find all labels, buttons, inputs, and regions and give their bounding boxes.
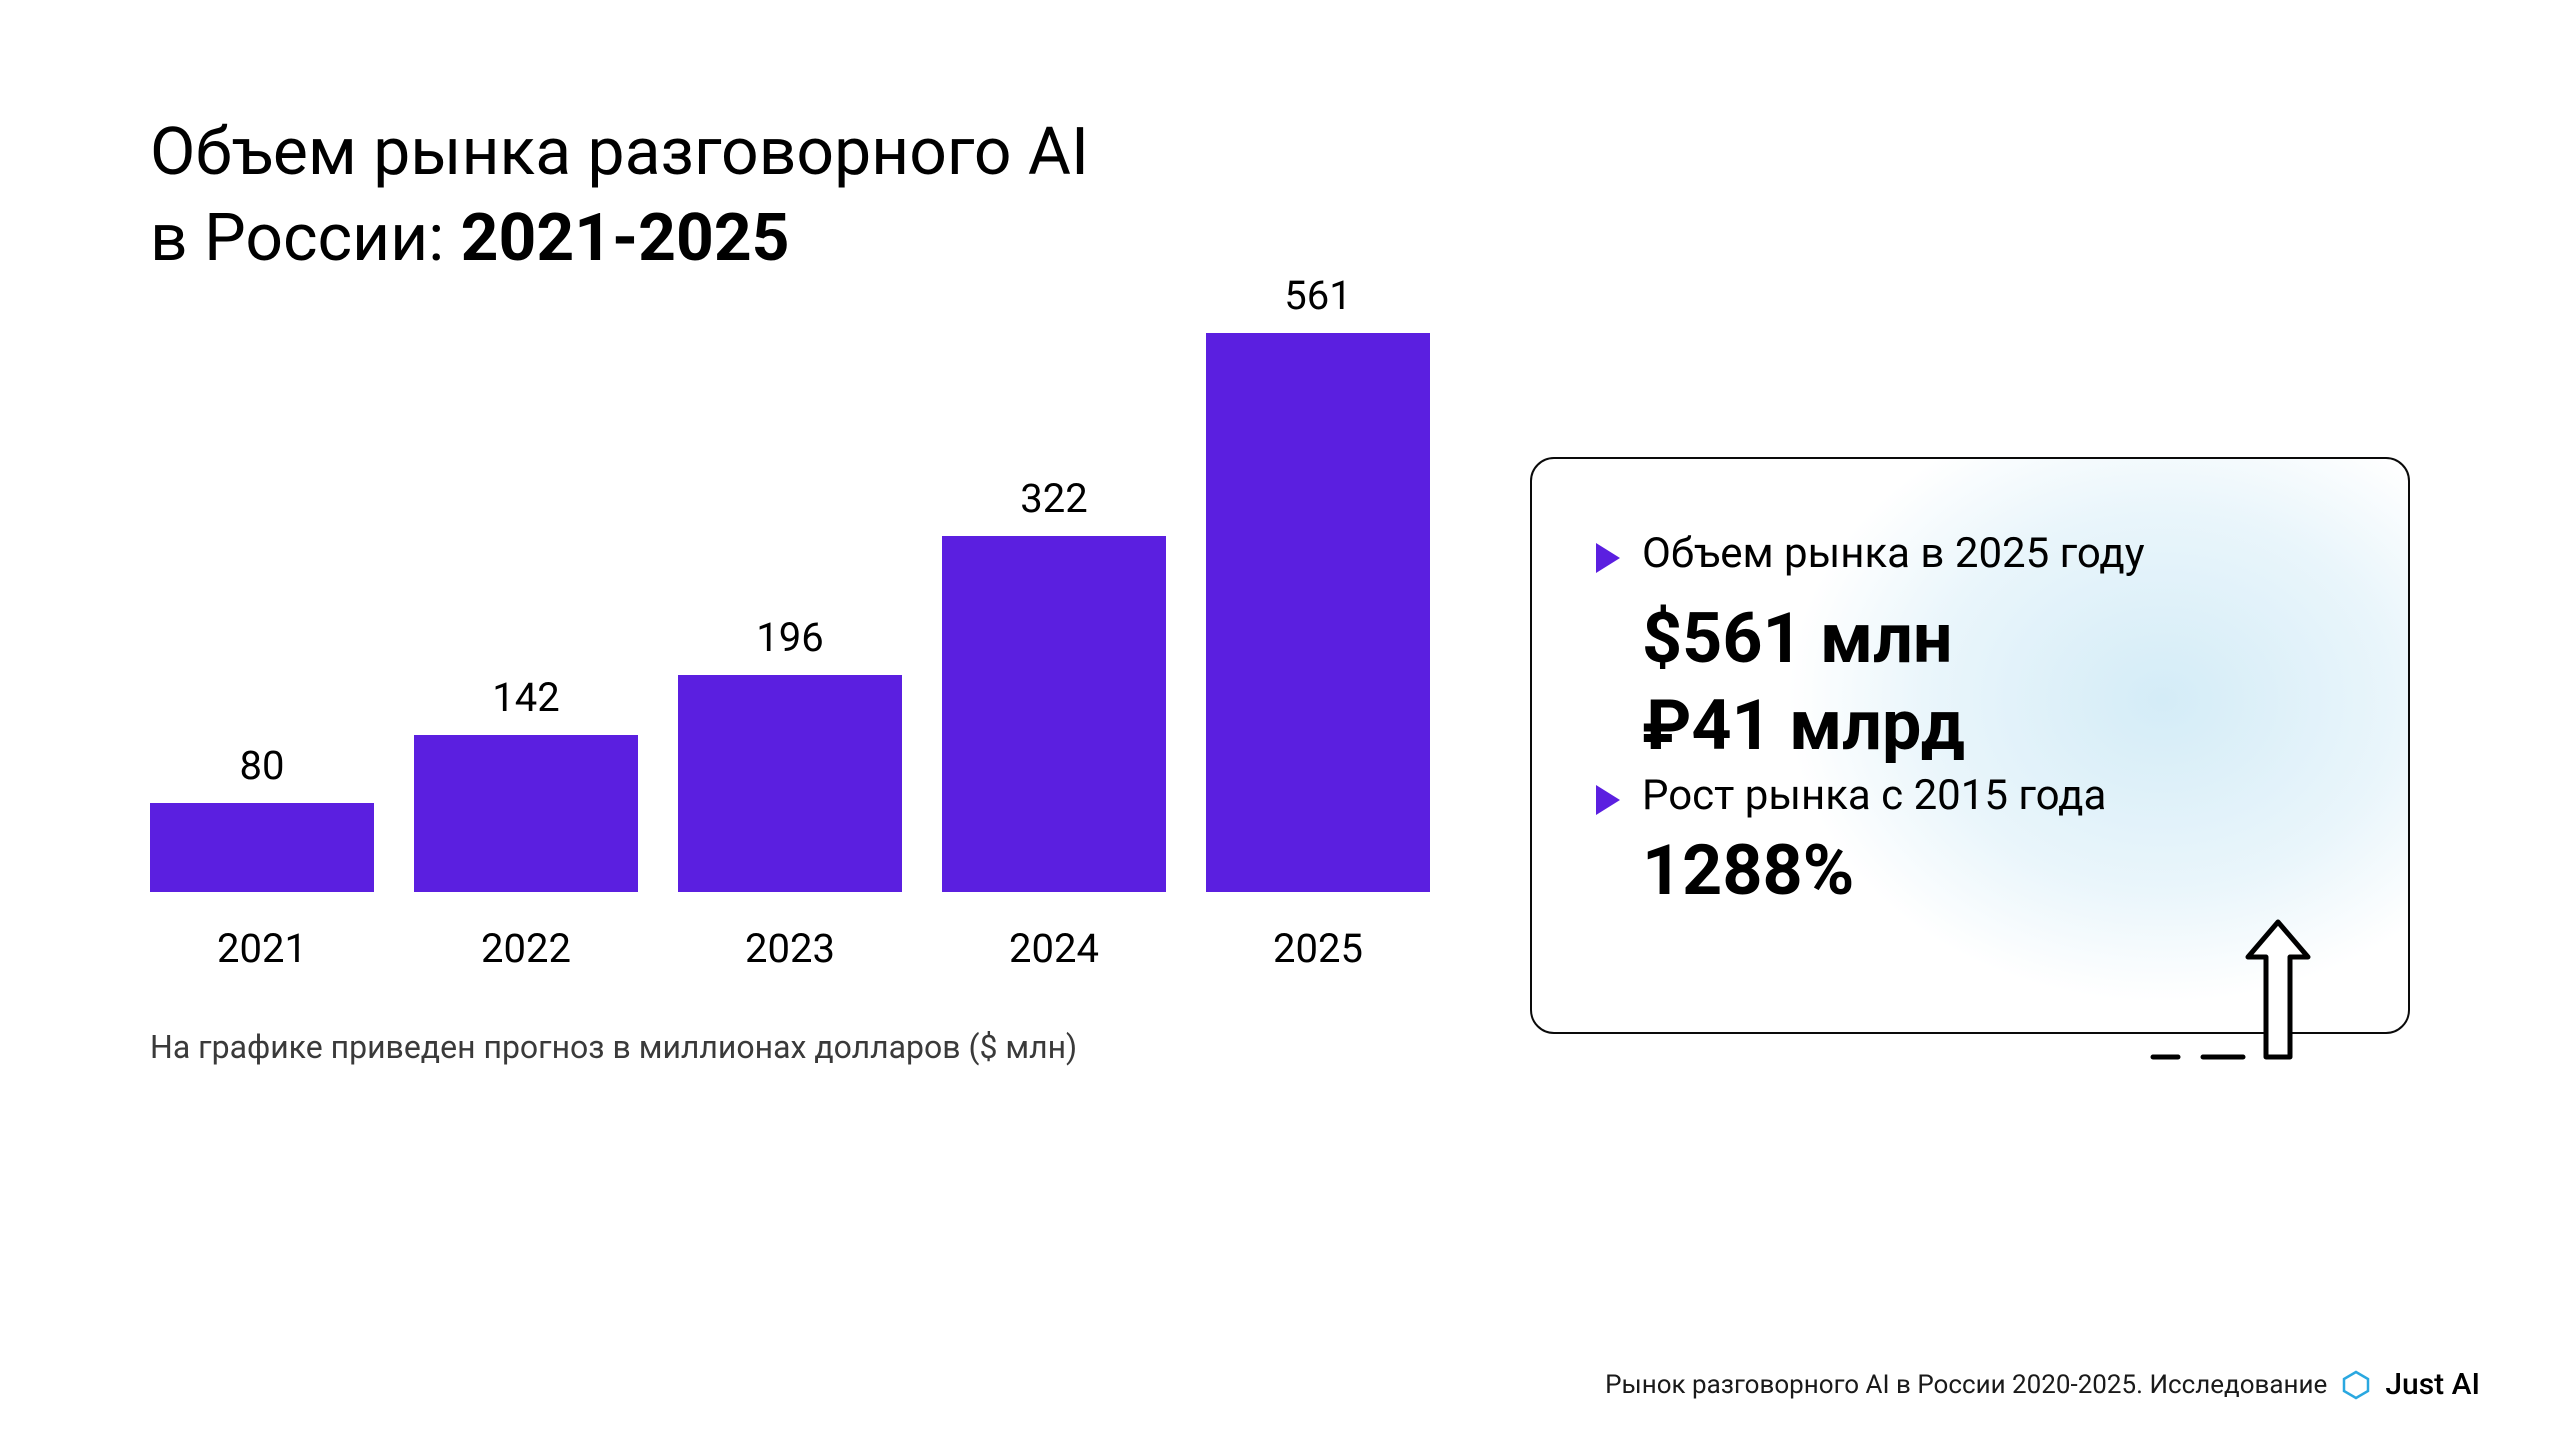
- card-item-2: Рост рынка с 2015 года: [1596, 771, 2344, 820]
- card-item-1-label: Объем рынка в 2025 году: [1642, 529, 2145, 578]
- card-item-1-values: $561 млн ₽41 млрд: [1596, 596, 2344, 771]
- bar: [1206, 333, 1430, 892]
- footer: Рынок разговорного AI в России 2020-2025…: [1605, 1367, 2480, 1402]
- card-value-usd: $561 млн: [1642, 596, 2344, 684]
- bullet-icon: [1596, 785, 1620, 815]
- bullet-icon: [1596, 543, 1620, 573]
- chart-caption: На графике приведен прогноз в миллионах …: [150, 1028, 1430, 1066]
- bar-chart: 80 142 196 322 561 2021 2022 2023 2024 2025: [150, 212, 1430, 972]
- bar-value-label: 196: [756, 614, 823, 661]
- logo-icon: [2341, 1370, 2371, 1400]
- bar-group: 561: [1206, 272, 1430, 892]
- x-axis-label: 2024: [942, 897, 1166, 972]
- logo-text: Just AI: [2385, 1367, 2480, 1402]
- bar: [150, 803, 374, 891]
- x-axis-label: 2023: [678, 897, 902, 972]
- bar: [942, 536, 1166, 892]
- right-column: Объем рынка в 2025 году $561 млн ₽41 млр…: [1530, 110, 2410, 1380]
- info-card: Объем рынка в 2025 году $561 млн ₽41 млр…: [1530, 457, 2410, 1034]
- bar-value-label: 80: [240, 742, 285, 789]
- bar-value-label: 142: [492, 674, 559, 721]
- arrow-up-icon: [2098, 882, 2358, 1072]
- bar-group: 196: [678, 272, 902, 892]
- x-axis-label: 2021: [150, 897, 374, 972]
- title-line-1: Объем рынка разговорного AI: [150, 114, 1089, 191]
- left-column: Объем рынка разговорного AI в России: 20…: [150, 110, 1430, 1380]
- card-value-rub: ₽41 млрд: [1642, 683, 2344, 771]
- bar: [414, 735, 638, 892]
- bar-value-label: 322: [1020, 475, 1087, 522]
- x-axis-label: 2025: [1206, 897, 1430, 972]
- card-item-1: Объем рынка в 2025 году: [1596, 529, 2344, 578]
- x-axis-label: 2022: [414, 897, 638, 972]
- card-item-2-label: Рост рынка с 2015 года: [1642, 771, 2106, 820]
- footer-text: Рынок разговорного AI в России 2020-2025…: [1605, 1370, 2327, 1400]
- bar: [678, 675, 902, 892]
- bar-group: 142: [414, 272, 638, 892]
- bar-group: 322: [942, 272, 1166, 892]
- bar-group: 80: [150, 272, 374, 892]
- bar-value-label: 561: [1284, 272, 1351, 319]
